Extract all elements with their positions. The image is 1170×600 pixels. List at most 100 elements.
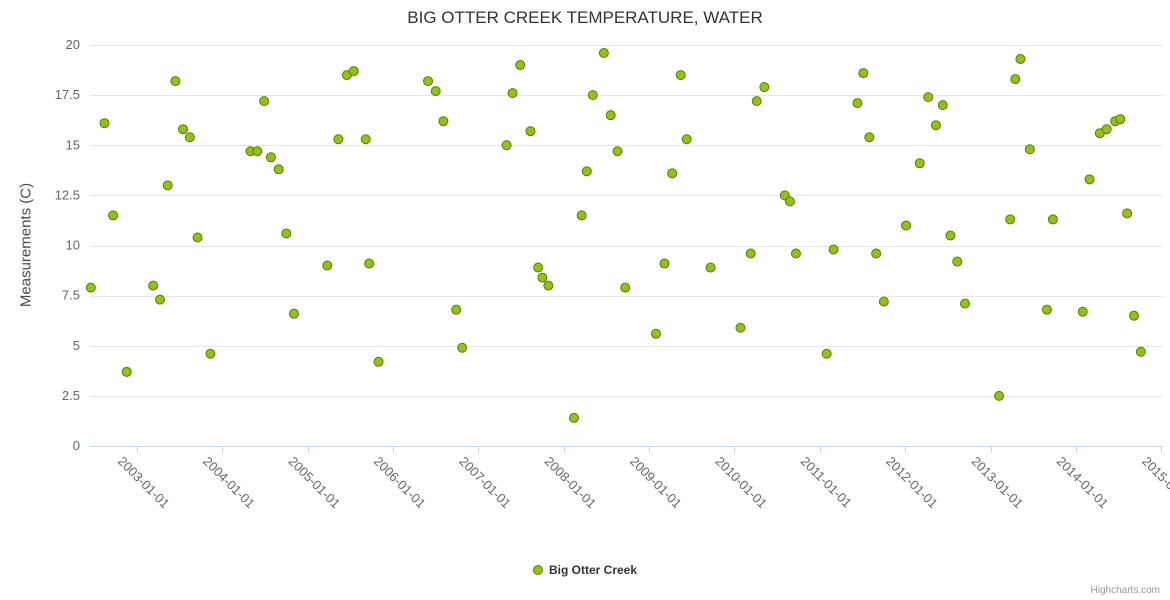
data-point[interactable]: [184, 132, 195, 143]
data-point[interactable]: [952, 256, 963, 267]
data-point[interactable]: [650, 328, 661, 339]
data-point[interactable]: [1101, 124, 1112, 135]
data-point[interactable]: [360, 134, 371, 145]
x-axis-ticks: [137, 447, 1162, 453]
data-point[interactable]: [348, 66, 359, 77]
data-point[interactable]: [901, 220, 912, 231]
data-point[interactable]: [457, 342, 468, 353]
data-point[interactable]: [507, 88, 518, 99]
data-point[interactable]: [533, 262, 544, 273]
data-point[interactable]: [148, 280, 159, 291]
x-tick-label: 2012-01-01: [883, 454, 941, 512]
chart-title: BIG OTTER CREEK TEMPERATURE, WATER: [407, 8, 763, 27]
data-point[interactable]: [451, 304, 462, 315]
data-point[interactable]: [178, 124, 189, 135]
data-point[interactable]: [430, 86, 441, 97]
data-point[interactable]: [1015, 54, 1026, 65]
data-point[interactable]: [1005, 214, 1016, 225]
data-point[interactable]: [994, 390, 1005, 401]
data-point[interactable]: [192, 232, 203, 243]
data-point[interactable]: [878, 296, 889, 307]
data-point[interactable]: [1010, 74, 1021, 85]
data-point[interactable]: [821, 348, 832, 359]
x-tick-label: 2009-01-01: [627, 454, 685, 512]
credits-link[interactable]: Highcharts.com: [1090, 585, 1160, 596]
data-point[interactable]: [85, 282, 96, 293]
data-point[interactable]: [784, 196, 795, 207]
data-point[interactable]: [620, 282, 631, 293]
data-point[interactable]: [525, 126, 536, 137]
y-tick-label: 7.5: [62, 288, 80, 303]
data-point[interactable]: [1024, 144, 1035, 155]
data-point[interactable]: [790, 248, 801, 259]
data-point[interactable]: [735, 322, 746, 333]
data-point[interactable]: [945, 230, 956, 241]
data-point[interactable]: [1135, 346, 1146, 357]
data-point[interactable]: [162, 180, 173, 191]
data-point[interactable]: [205, 348, 216, 359]
data-point[interactable]: [333, 134, 344, 145]
data-point[interactable]: [99, 118, 110, 129]
x-tick-label: 2008-01-01: [542, 454, 600, 512]
data-point[interactable]: [1047, 214, 1058, 225]
data-point[interactable]: [930, 120, 941, 131]
data-point[interactable]: [937, 100, 948, 111]
data-point[interactable]: [576, 210, 587, 221]
data-point[interactable]: [501, 140, 512, 151]
data-point[interactable]: [923, 92, 934, 103]
data-point[interactable]: [423, 76, 434, 87]
data-point[interactable]: [745, 248, 756, 259]
y-tick-label: 0: [73, 438, 80, 453]
data-point[interactable]: [273, 164, 284, 175]
data-point[interactable]: [959, 298, 970, 309]
data-point[interactable]: [659, 258, 670, 269]
data-point[interactable]: [154, 294, 165, 305]
data-point[interactable]: [1077, 306, 1088, 317]
data-point[interactable]: [265, 152, 276, 163]
data-point[interactable]: [605, 110, 616, 121]
data-point[interactable]: [1084, 174, 1095, 185]
data-point[interactable]: [852, 98, 863, 109]
data-point[interactable]: [373, 356, 384, 367]
data-point[interactable]: [858, 68, 869, 79]
data-point[interactable]: [170, 76, 181, 87]
data-point[interactable]: [289, 308, 300, 319]
data-point[interactable]: [914, 158, 925, 169]
data-point[interactable]: [543, 280, 554, 291]
data-point[interactable]: [828, 244, 839, 255]
y-gridlines: [90, 45, 1163, 447]
data-point[interactable]: [281, 228, 292, 239]
data-point[interactable]: [1041, 304, 1052, 315]
data-point[interactable]: [705, 262, 716, 273]
legend-item[interactable]: Big Otter Creek: [532, 563, 637, 577]
data-point[interactable]: [587, 90, 598, 101]
data-point[interactable]: [612, 146, 623, 157]
data-point[interactable]: [1128, 310, 1139, 321]
y-tick-label: 15: [66, 137, 80, 152]
data-point[interactable]: [864, 132, 875, 143]
x-tick-label: 2004-01-01: [200, 454, 258, 512]
data-point[interactable]: [681, 134, 692, 145]
data-point[interactable]: [598, 48, 609, 59]
data-point[interactable]: [322, 260, 333, 271]
data-point[interactable]: [259, 96, 270, 107]
data-point[interactable]: [438, 116, 449, 127]
data-point[interactable]: [759, 82, 770, 93]
data-point[interactable]: [675, 70, 686, 81]
data-point[interactable]: [871, 248, 882, 259]
data-point[interactable]: [667, 168, 678, 179]
data-point[interactable]: [364, 258, 375, 269]
data-point[interactable]: [252, 146, 263, 157]
data-point[interactable]: [569, 412, 580, 423]
data-point[interactable]: [108, 210, 119, 221]
data-point[interactable]: [581, 166, 592, 177]
x-tick-label: 2015-01-01: [1139, 454, 1170, 512]
data-point[interactable]: [1115, 114, 1126, 125]
x-tick-label: 2011-01-01: [798, 454, 855, 511]
data-point[interactable]: [515, 60, 526, 71]
data-point[interactable]: [1122, 208, 1133, 219]
data-point[interactable]: [121, 366, 132, 377]
data-point[interactable]: [537, 272, 548, 283]
data-point[interactable]: [751, 96, 762, 107]
legend-marker-icon: [532, 565, 543, 575]
